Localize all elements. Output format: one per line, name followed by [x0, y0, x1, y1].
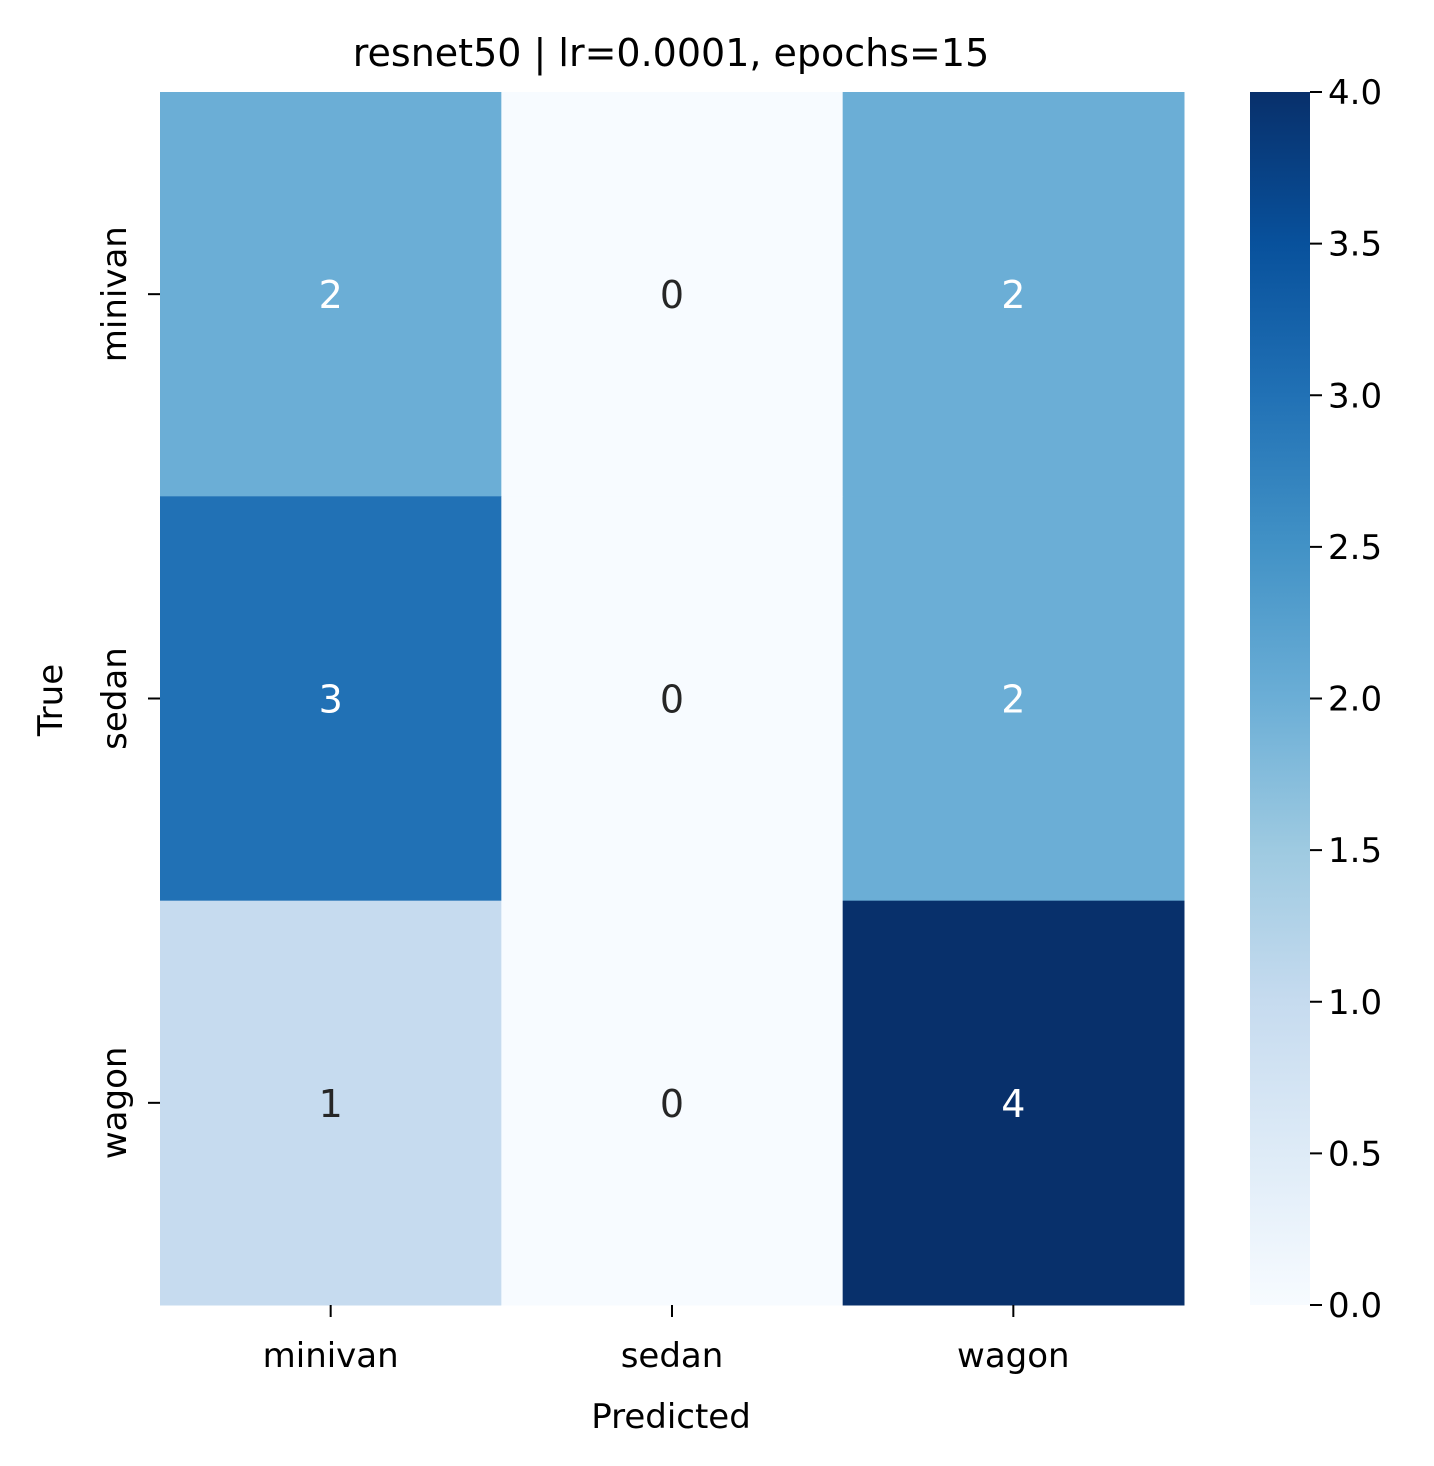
heatmap-cell [160, 496, 502, 902]
heatmap-cell [160, 92, 502, 497]
colorbar [1250, 92, 1310, 1305]
cell-value-label: 2 [1001, 678, 1025, 722]
x-tick-label: wagon [957, 1336, 1070, 1376]
cell-value-label: 0 [660, 273, 684, 317]
y-axis-ticks: minivan sedan wagon [95, 226, 160, 1159]
heatmap-cell [842, 496, 1185, 902]
heatmap-cell [160, 900, 502, 1306]
heatmap-cell [501, 92, 844, 497]
colorbar-tick-label: 0.5 [1328, 1134, 1382, 1174]
y-tick-label: wagon [95, 1047, 135, 1160]
colorbar-tick-label: 2.5 [1328, 528, 1382, 568]
heatmap-cell [501, 496, 844, 902]
heatmap-cell-labels: 2 0 2 3 0 2 1 0 4 [319, 273, 1026, 1126]
cell-value-label: 3 [319, 678, 343, 722]
x-axis-ticks: minivan sedan wagon [263, 1305, 1070, 1376]
cell-value-label: 0 [660, 678, 684, 722]
colorbar-ticks: 0.0 0.5 1.0 1.5 2.0 2.5 3.0 3.5 4.0 [1310, 73, 1382, 1326]
colorbar-tick-label: 1.0 [1328, 983, 1382, 1023]
colorbar-tick-label: 1.5 [1328, 831, 1382, 871]
colorbar-tick-label: 3.5 [1328, 225, 1382, 265]
cell-value-label: 2 [1001, 273, 1025, 317]
x-tick-label: sedan [621, 1336, 724, 1376]
heatmap-cell [842, 92, 1185, 497]
chart-title: resnet50 | lr=0.0001, epochs=15 [353, 31, 990, 76]
cell-value-label: 2 [319, 273, 343, 317]
colorbar-tick-label: 3.0 [1328, 376, 1382, 416]
colorbar-tick-label: 0.0 [1328, 1286, 1382, 1326]
y-axis-label: True [31, 664, 71, 737]
colorbar-tick-label: 2.0 [1328, 680, 1382, 720]
y-tick-label: sedan [95, 647, 135, 750]
x-tick-label: minivan [263, 1336, 399, 1376]
heatmap-cell [842, 900, 1185, 1306]
cell-value-label: 4 [1001, 1082, 1025, 1126]
x-axis-label: Predicted [591, 1397, 751, 1437]
y-tick-label: minivan [95, 226, 135, 362]
heatmap-cell [501, 900, 844, 1306]
heatmap-cells [160, 92, 1185, 1306]
cell-value-label: 1 [319, 1082, 343, 1126]
cell-value-label: 0 [660, 1082, 684, 1126]
colorbar-tick-label: 4.0 [1328, 73, 1382, 113]
